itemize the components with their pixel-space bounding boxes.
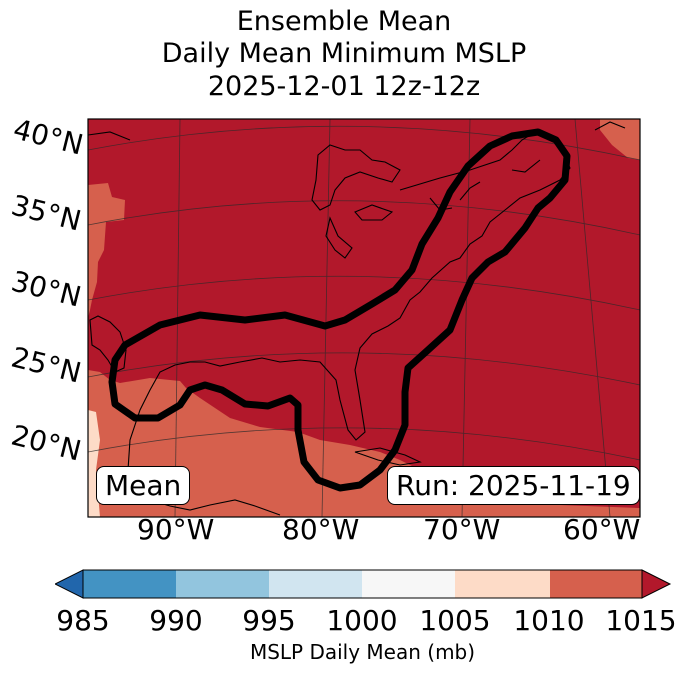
map-frame xyxy=(87,118,641,518)
run-date-box: Run: 2025-11-19 xyxy=(387,466,640,505)
colorbar-label: MSLP Daily Mean (mb) xyxy=(249,640,476,664)
colorbar-bin-995-1000 xyxy=(269,570,362,598)
title-line-3: 2025-12-01 12z-12z xyxy=(207,71,481,102)
colorbar xyxy=(55,569,672,599)
colorbar-tick-990: 990 xyxy=(149,604,203,637)
lon-label-70w: 70°W xyxy=(423,513,501,546)
colorbar-tick-1015: 1015 xyxy=(605,604,677,637)
pressure-contour xyxy=(108,128,571,492)
colorbar-tick-1005: 1005 xyxy=(419,604,491,637)
title-line-1: Ensemble Mean xyxy=(236,6,452,37)
colorbar-underflow-triangle xyxy=(55,569,84,599)
pressure-fill-1010-1015 xyxy=(88,119,640,517)
colorbar-tick-985: 985 xyxy=(56,604,110,637)
colorbar-bin-985-990 xyxy=(83,570,176,598)
graticule xyxy=(88,119,640,517)
colorbar-tick-1000: 1000 xyxy=(326,604,398,637)
map xyxy=(87,118,641,518)
colorbar-bin-1005-1010 xyxy=(455,570,550,598)
colorbar-overflow-triangle xyxy=(641,569,672,599)
lon-label-60w: 60°W xyxy=(563,513,641,546)
colorbar-tick-995: 995 xyxy=(242,604,296,637)
colorbar-tick-1010: 1010 xyxy=(513,604,585,637)
title-line-2: Daily Mean Minimum MSLP xyxy=(161,38,527,69)
lon-label-80w: 80°W xyxy=(282,513,360,546)
lon-label-90w: 90°W xyxy=(137,513,215,546)
colorbar-bin-1000-1005 xyxy=(362,570,455,598)
colorbar-bin-1010-1015 xyxy=(550,570,642,598)
mean-label-box: Mean xyxy=(96,466,191,505)
colorbar-bin-990-995 xyxy=(176,570,269,598)
colorbar-frame xyxy=(82,569,643,599)
